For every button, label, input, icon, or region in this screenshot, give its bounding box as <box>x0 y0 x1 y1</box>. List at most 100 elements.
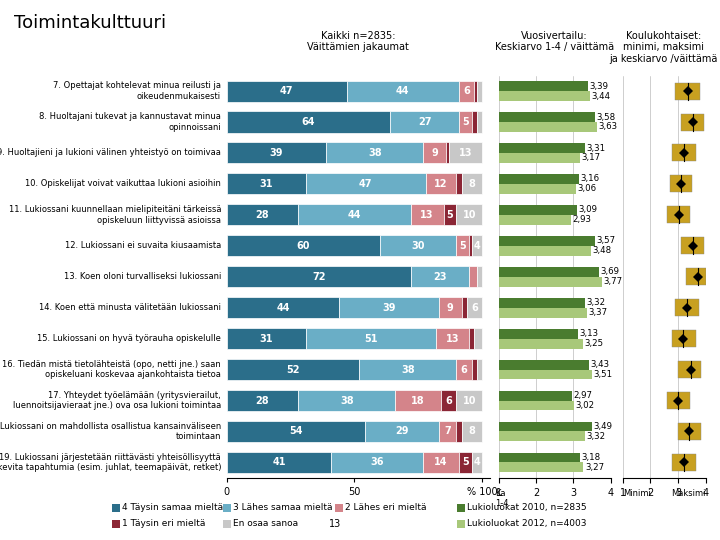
Bar <box>326 143 423 164</box>
Bar <box>670 176 692 192</box>
Bar <box>456 235 469 256</box>
Bar <box>499 143 585 153</box>
Bar <box>390 111 459 132</box>
Bar <box>359 359 456 380</box>
Text: 3,57: 3,57 <box>596 237 615 245</box>
Text: 4 Täysin samaa mieltä: 4 Täysin samaa mieltä <box>122 503 222 512</box>
Text: 8: 8 <box>468 179 475 189</box>
Text: 27: 27 <box>418 117 431 127</box>
Bar <box>499 422 592 431</box>
Bar <box>462 297 467 318</box>
Bar <box>446 143 449 164</box>
Bar <box>456 204 482 225</box>
Text: 14. Koen että minusta välitetään lukiossani: 14. Koen että minusta välitetään lukioss… <box>39 303 221 312</box>
Text: 10: 10 <box>462 210 476 220</box>
Bar <box>438 297 462 318</box>
Text: 44: 44 <box>348 210 361 220</box>
Bar <box>227 143 326 164</box>
Bar <box>423 452 459 473</box>
Text: 64: 64 <box>302 117 315 127</box>
Bar <box>469 235 472 256</box>
Text: 13: 13 <box>446 334 459 343</box>
Text: 5: 5 <box>446 210 454 220</box>
Text: 23: 23 <box>433 272 446 282</box>
Text: 3,63: 3,63 <box>598 123 618 131</box>
Bar <box>499 329 578 339</box>
Text: 38: 38 <box>340 395 354 406</box>
Bar <box>227 297 339 318</box>
Text: 3,44: 3,44 <box>591 91 611 100</box>
Text: 15. Lukiossani on hyvä työrauha opiskelulle: 15. Lukiossani on hyvä työrauha opiskelu… <box>37 334 221 343</box>
Bar <box>499 360 590 369</box>
Bar <box>449 143 482 164</box>
Bar <box>499 91 590 101</box>
Text: 13. Koen oloni turvalliseksi lukiossani: 13. Koen oloni turvalliseksi lukiossani <box>63 272 221 281</box>
Text: 39: 39 <box>270 148 283 158</box>
Text: 13: 13 <box>459 148 472 158</box>
Text: Lukioluokat 2010, n=2835: Lukioluokat 2010, n=2835 <box>467 503 587 512</box>
Bar <box>672 454 696 471</box>
Text: 28: 28 <box>256 210 269 220</box>
Text: 5: 5 <box>462 457 469 468</box>
Bar <box>499 184 575 194</box>
Text: 3,06: 3,06 <box>577 184 596 193</box>
Text: 18: 18 <box>411 395 425 406</box>
Bar <box>472 452 482 473</box>
Text: Minimi: Minimi <box>623 489 651 498</box>
Bar <box>410 204 444 225</box>
Text: 3,31: 3,31 <box>586 144 606 152</box>
Bar <box>667 206 690 224</box>
Text: 3,43: 3,43 <box>591 360 610 369</box>
Bar <box>459 111 472 132</box>
Text: 16. Tiedän mistä tietolähteistä (opo, netti jne.) saan
opiskeluani koskevaa ajan: 16. Tiedän mistä tietolähteistä (opo, ne… <box>2 360 221 379</box>
Text: 6: 6 <box>463 86 470 96</box>
Text: 30: 30 <box>411 241 425 251</box>
Text: Kaikki n=2835:
Väittämien jakaumat: Kaikki n=2835: Väittämien jakaumat <box>307 31 409 52</box>
Text: 3,51: 3,51 <box>594 370 613 379</box>
Text: 3,48: 3,48 <box>593 246 612 255</box>
Text: 47: 47 <box>280 86 294 96</box>
Text: 4: 4 <box>474 241 480 251</box>
Bar <box>477 266 482 287</box>
Bar <box>474 328 482 349</box>
Text: 8. Huoltajani tukevat ja kannustavat minua
opinnoissani: 8. Huoltajani tukevat ja kannustavat min… <box>39 112 221 132</box>
Text: 9: 9 <box>431 148 438 158</box>
Bar <box>423 143 446 164</box>
Text: 12: 12 <box>434 179 448 189</box>
Bar <box>395 390 441 411</box>
Text: 3,32: 3,32 <box>587 432 606 441</box>
Bar <box>459 80 474 102</box>
Text: 3,37: 3,37 <box>589 308 608 317</box>
Text: 3,09: 3,09 <box>578 205 597 214</box>
Bar <box>499 153 580 163</box>
Text: 14: 14 <box>434 457 448 468</box>
Bar <box>456 359 472 380</box>
Bar <box>675 299 698 316</box>
Text: Vuosivertailu:
Keskiarvo 1-4 / väittämä: Vuosivertailu: Keskiarvo 1-4 / väittämä <box>495 31 614 52</box>
Text: 12. Lukiossani ei suvaita kiusaamista: 12. Lukiossani ei suvaita kiusaamista <box>65 241 221 251</box>
Bar <box>678 361 701 378</box>
Bar <box>298 204 410 225</box>
Text: 19. Lukiossani järjestetään riittävästi yhteisöllisyyttä
tukevita tapahtumia (es: 19. Lukiossani järjestetään riittävästi … <box>0 453 221 472</box>
Bar <box>686 268 706 285</box>
Bar <box>227 204 298 225</box>
Bar <box>380 235 456 256</box>
Text: 38: 38 <box>368 148 382 158</box>
Text: 60: 60 <box>297 241 310 251</box>
Bar <box>456 421 462 442</box>
Bar <box>462 421 482 442</box>
Bar <box>227 328 306 349</box>
Bar <box>331 452 423 473</box>
Bar <box>499 174 580 184</box>
Bar <box>681 237 704 254</box>
Text: 3,39: 3,39 <box>590 82 608 91</box>
Text: 39: 39 <box>382 303 395 313</box>
Text: 44: 44 <box>276 303 289 313</box>
Bar <box>472 359 477 380</box>
Text: 3,13: 3,13 <box>580 329 599 338</box>
Text: 7: 7 <box>444 427 451 436</box>
Bar <box>499 215 571 225</box>
Bar <box>499 81 588 91</box>
Text: 5: 5 <box>459 241 466 251</box>
Bar <box>441 390 456 411</box>
